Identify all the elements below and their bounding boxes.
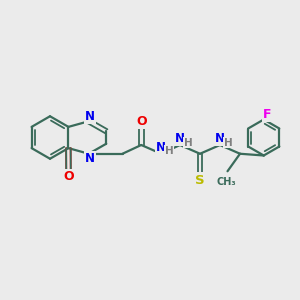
- Text: N: N: [85, 110, 95, 123]
- Text: H: H: [165, 146, 174, 156]
- Text: N: N: [85, 152, 95, 165]
- Text: N: N: [175, 132, 185, 145]
- Text: F: F: [262, 107, 271, 121]
- Text: O: O: [63, 169, 74, 182]
- Text: CH₃: CH₃: [216, 177, 236, 187]
- Text: S: S: [195, 173, 205, 187]
- Text: O: O: [136, 115, 147, 128]
- Text: N: N: [156, 141, 166, 154]
- Text: H: H: [184, 137, 192, 148]
- Text: N: N: [215, 132, 225, 145]
- Text: H: H: [224, 137, 232, 148]
